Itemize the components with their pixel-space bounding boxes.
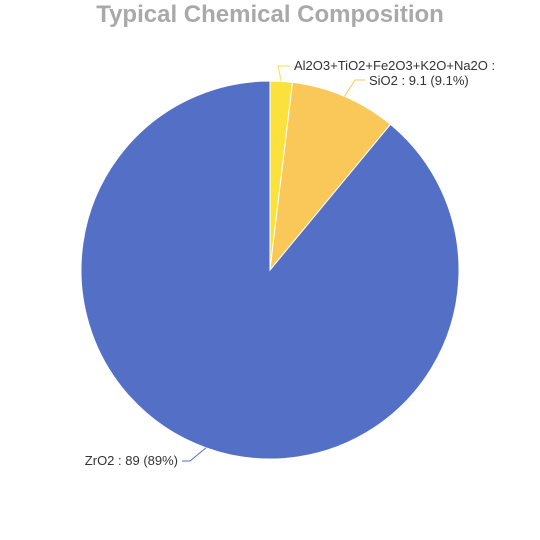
pie-label-line	[344, 79, 365, 97]
pie-slice-sio2	[269, 81, 392, 272]
pie-label: Al2O3+TiO2+Fe2O3+K2O+Na2O :	[294, 58, 495, 73]
pie-label-line	[277, 65, 290, 82]
chart-title: Typical Chemical Composition	[96, 1, 444, 28]
pie-label-line	[182, 447, 207, 462]
pie-label: ZrO2 : 89 (89%)	[85, 453, 178, 468]
pie-slices	[80, 80, 460, 460]
pie-slice-zro2	[80, 80, 460, 460]
pie-labels: Al2O3+TiO2+Fe2O3+K2O+Na2O :SiO2 : 9.1 (9…	[85, 58, 495, 468]
pie-label: SiO2 : 9.1 (9.1%)	[369, 73, 469, 88]
